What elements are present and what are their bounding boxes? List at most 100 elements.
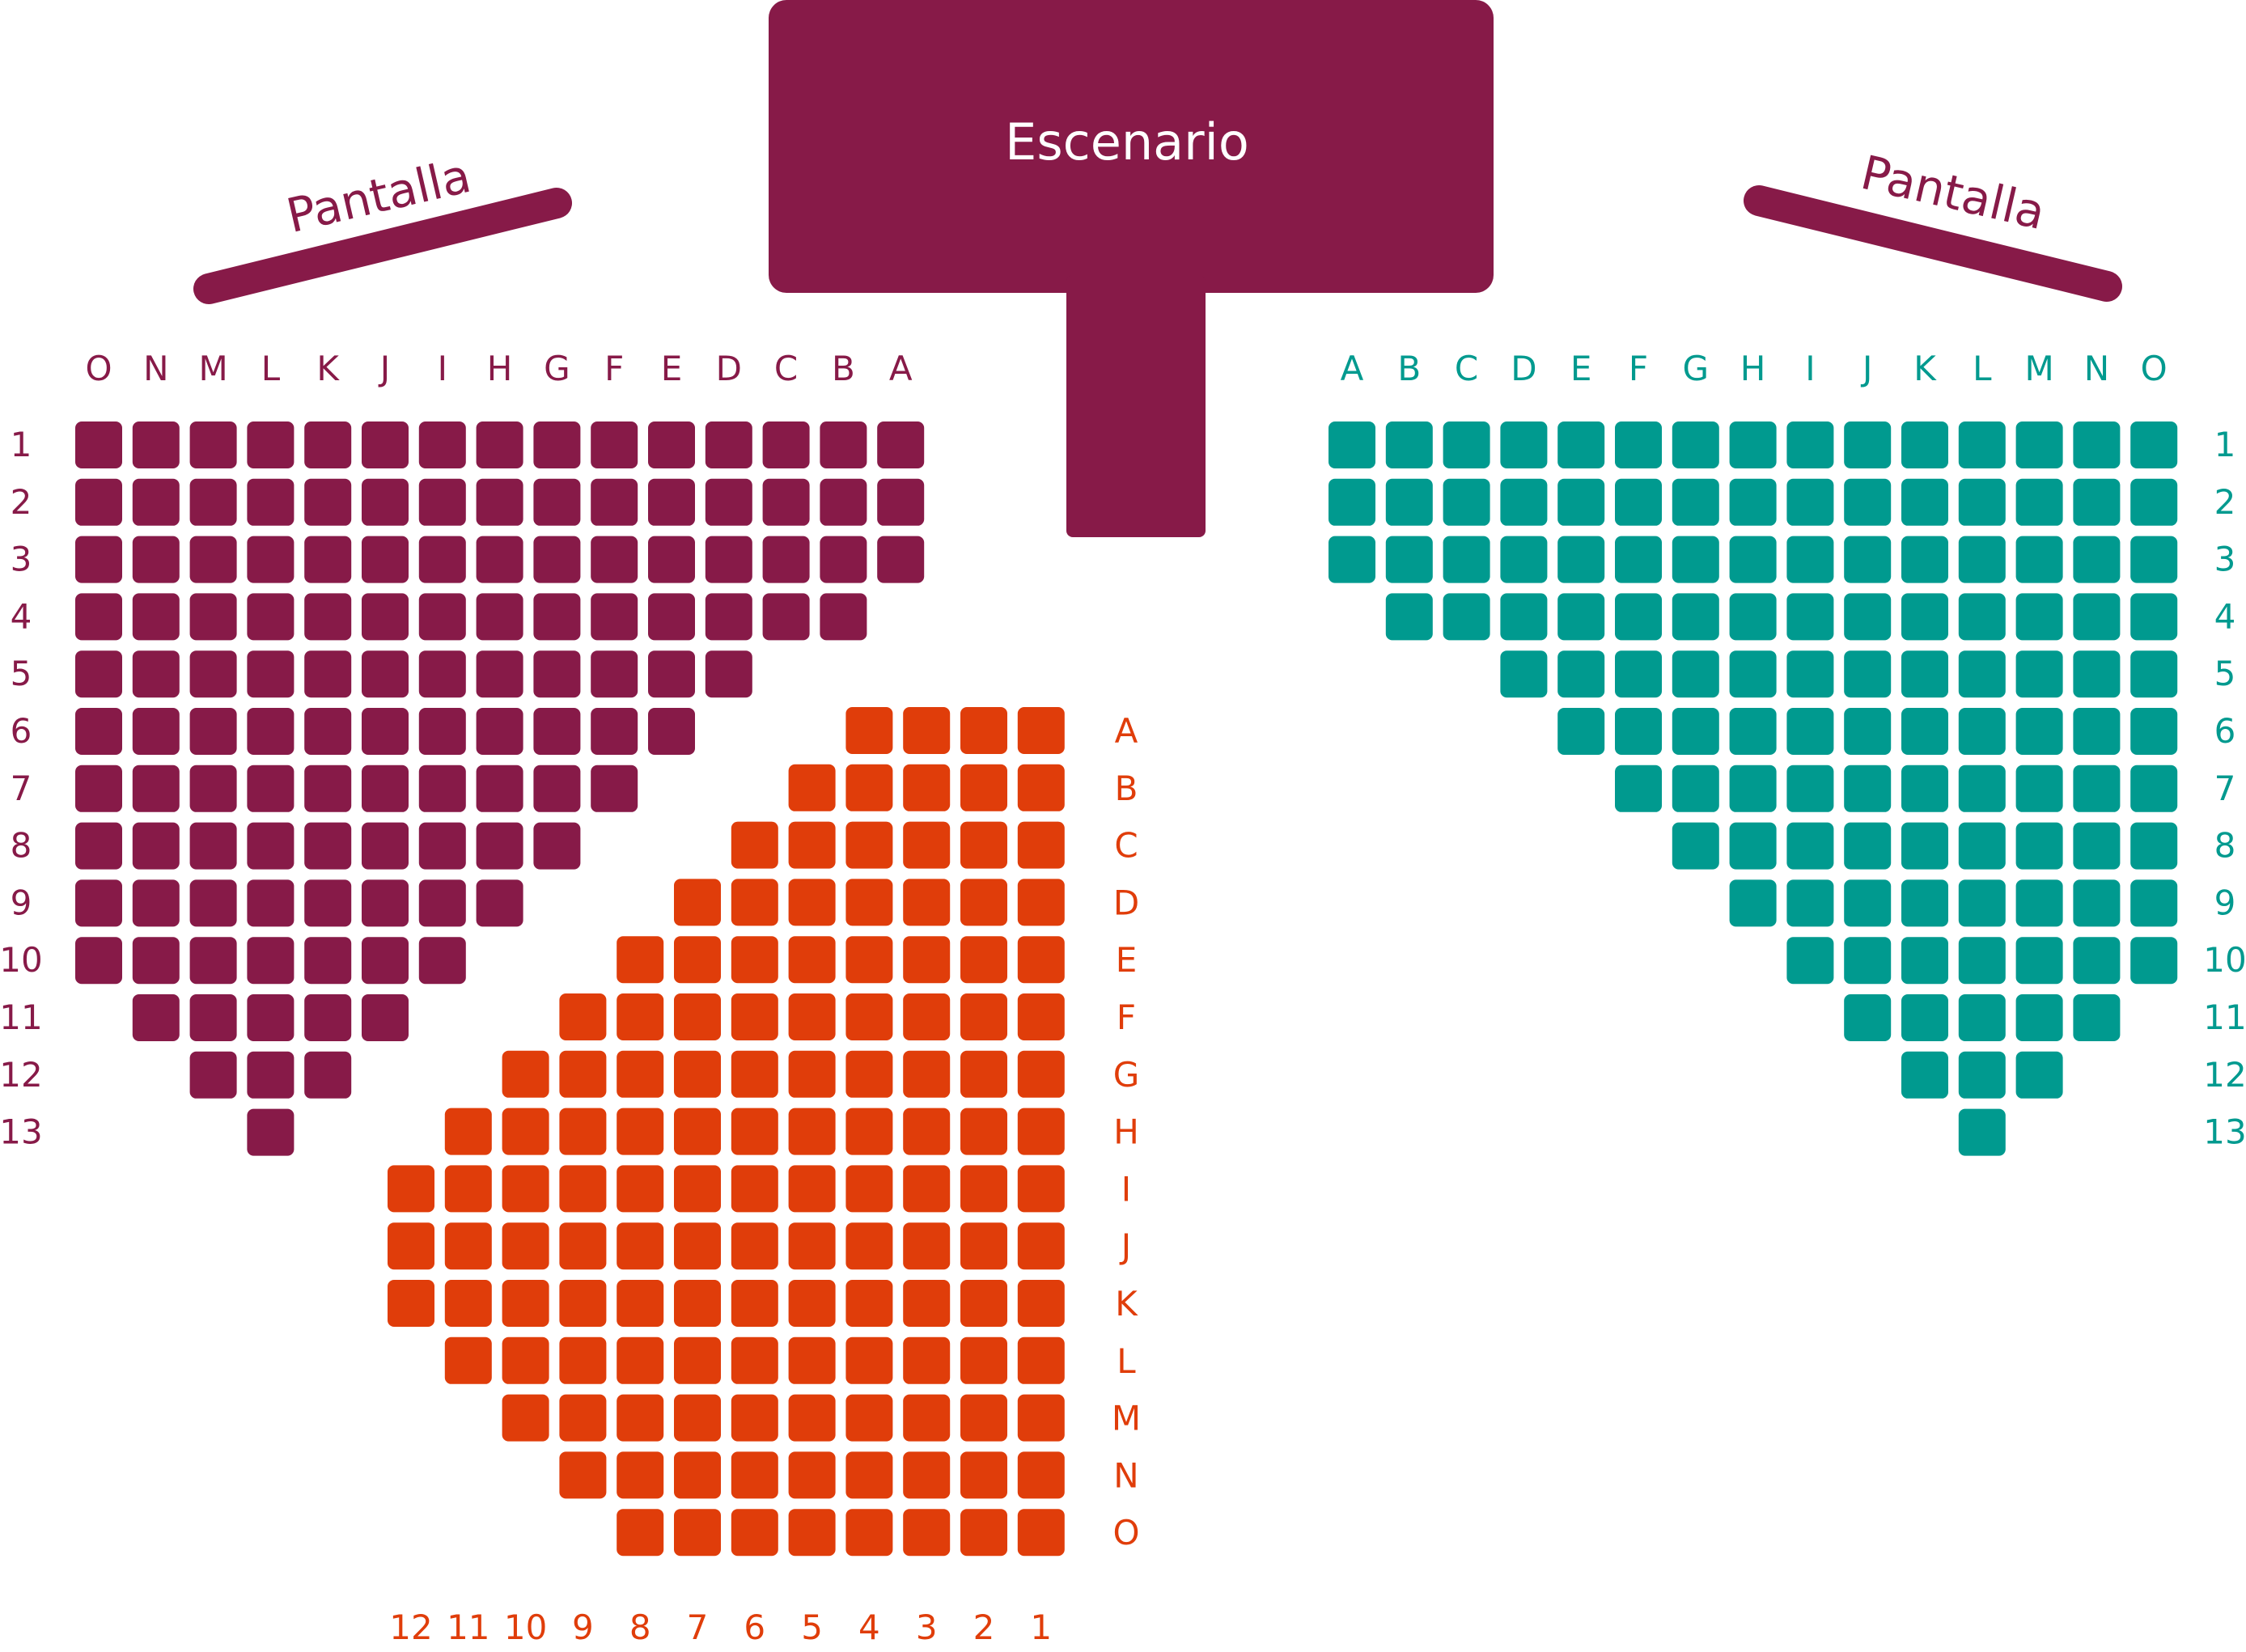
seat[interactable]	[1958, 994, 2006, 1041]
seat[interactable]	[960, 879, 1007, 926]
seat[interactable]	[444, 1222, 492, 1270]
seat[interactable]	[762, 421, 810, 468]
seat[interactable]	[1844, 650, 1892, 698]
seat[interactable]	[189, 937, 237, 985]
seat[interactable]	[648, 650, 695, 698]
seat[interactable]	[2073, 708, 2121, 755]
seat[interactable]	[1443, 536, 1490, 583]
seat[interactable]	[731, 1509, 778, 1557]
seat[interactable]	[444, 1336, 492, 1384]
seat[interactable]	[1844, 879, 1892, 927]
seat[interactable]	[731, 1451, 778, 1499]
seat[interactable]	[762, 593, 810, 641]
seat[interactable]	[1844, 765, 1892, 812]
seat[interactable]	[788, 936, 836, 984]
seat[interactable]	[1901, 478, 1948, 526]
seat[interactable]	[674, 1280, 721, 1327]
seat[interactable]	[75, 879, 122, 927]
seat[interactable]	[2073, 478, 2121, 526]
seat[interactable]	[877, 536, 925, 583]
seat[interactable]	[247, 879, 295, 927]
seat[interactable]	[502, 1108, 549, 1155]
seat[interactable]	[591, 708, 638, 755]
seat[interactable]	[1729, 421, 1777, 468]
seat[interactable]	[2130, 937, 2178, 985]
seat[interactable]	[189, 708, 237, 755]
seat[interactable]	[476, 765, 523, 812]
seat[interactable]	[476, 593, 523, 641]
seat[interactable]	[674, 1050, 721, 1098]
seat[interactable]	[132, 879, 180, 927]
seat[interactable]	[1844, 536, 1892, 583]
seat[interactable]	[960, 1108, 1007, 1155]
seat[interactable]	[674, 879, 721, 926]
seat[interactable]	[2073, 765, 2121, 812]
seat[interactable]	[2130, 478, 2178, 526]
seat[interactable]	[1901, 937, 1948, 985]
seat[interactable]	[845, 821, 893, 869]
seat[interactable]	[788, 1165, 836, 1213]
seat[interactable]	[2073, 536, 2121, 583]
seat[interactable]	[903, 993, 951, 1040]
seat[interactable]	[559, 1108, 607, 1155]
seat[interactable]	[418, 937, 466, 985]
seat[interactable]	[903, 879, 951, 926]
seat[interactable]	[591, 650, 638, 698]
seat[interactable]	[75, 536, 122, 583]
seat[interactable]	[1844, 593, 1892, 641]
seat[interactable]	[533, 478, 581, 526]
seat[interactable]	[1844, 822, 1892, 870]
seat[interactable]	[705, 536, 752, 583]
seat[interactable]	[418, 822, 466, 870]
seat[interactable]	[559, 1050, 607, 1098]
seat[interactable]	[591, 421, 638, 468]
seat[interactable]	[617, 1394, 664, 1442]
seat[interactable]	[1017, 1222, 1065, 1270]
seat[interactable]	[132, 536, 180, 583]
seat[interactable]	[1844, 421, 1892, 468]
seat[interactable]	[617, 936, 664, 984]
seat[interactable]	[617, 1165, 664, 1213]
seat[interactable]	[1385, 478, 1433, 526]
seat[interactable]	[476, 879, 523, 927]
seat[interactable]	[362, 708, 409, 755]
seat[interactable]	[877, 478, 925, 526]
seat[interactable]	[388, 1165, 434, 1213]
seat[interactable]	[2130, 650, 2178, 698]
seat[interactable]	[189, 879, 237, 927]
seat[interactable]	[476, 708, 523, 755]
seat[interactable]	[75, 421, 122, 468]
seat[interactable]	[1385, 536, 1433, 583]
seat[interactable]	[1844, 994, 1892, 1041]
seat[interactable]	[1329, 421, 1375, 468]
seat[interactable]	[1443, 421, 1490, 468]
seat[interactable]	[304, 708, 352, 755]
seat[interactable]	[247, 765, 295, 812]
seat[interactable]	[1958, 1108, 2006, 1156]
seat[interactable]	[903, 821, 951, 869]
seat[interactable]	[132, 822, 180, 870]
seat[interactable]	[1017, 993, 1065, 1040]
seat[interactable]	[731, 936, 778, 984]
seat[interactable]	[247, 994, 295, 1041]
seat[interactable]	[1500, 478, 1548, 526]
seat[interactable]	[533, 708, 581, 755]
seat[interactable]	[674, 1222, 721, 1270]
seat[interactable]	[559, 1280, 607, 1327]
seat[interactable]	[960, 1509, 1007, 1557]
seat[interactable]	[762, 536, 810, 583]
seat[interactable]	[1500, 536, 1548, 583]
seat[interactable]	[845, 1222, 893, 1270]
seat[interactable]	[960, 764, 1007, 811]
seat[interactable]	[1557, 536, 1605, 583]
seat[interactable]	[903, 707, 951, 754]
seat[interactable]	[845, 1280, 893, 1327]
seat[interactable]	[788, 821, 836, 869]
seat[interactable]	[903, 1222, 951, 1270]
seat[interactable]	[533, 593, 581, 641]
seat[interactable]	[960, 1394, 1007, 1442]
seat[interactable]	[903, 1336, 951, 1384]
seat[interactable]	[247, 708, 295, 755]
seat[interactable]	[1017, 879, 1065, 926]
seat[interactable]	[132, 708, 180, 755]
